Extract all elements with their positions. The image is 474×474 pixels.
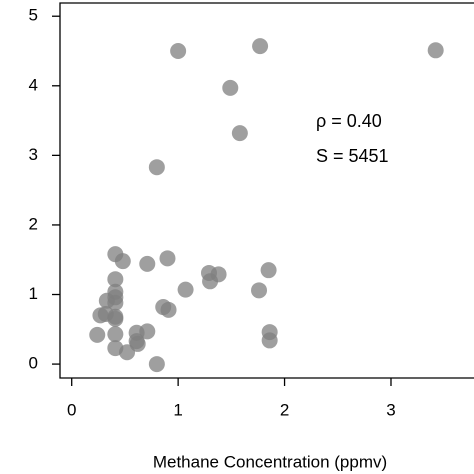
point [148,159,165,176]
plot-frame [59,2,474,379]
point [107,294,124,311]
point [260,262,277,279]
x-tick-label: 2 [280,400,289,419]
point [107,271,124,288]
y-tick-label: 5 [29,6,38,25]
point [139,255,156,272]
point [427,42,444,59]
y-tick-label: 2 [29,214,38,233]
annotation: S = 5451 [316,146,389,166]
point [177,281,194,298]
point [170,43,187,60]
x-tick-label: 1 [173,400,182,419]
point [252,38,269,55]
point [159,250,176,267]
point [107,326,124,343]
point [202,273,219,290]
y-tick-label: 0 [29,354,38,373]
y-tick-label: 3 [29,145,38,164]
point [119,344,136,361]
point [231,125,248,142]
point [92,307,109,324]
point [114,253,131,270]
point [261,332,278,349]
annotation: ρ = 0.40 [316,111,382,131]
x-tick-label: 3 [386,400,395,419]
point [148,356,165,373]
point [160,301,177,318]
x-tick-label: 0 [67,400,76,419]
point [251,282,268,299]
point [89,326,106,343]
x-axis-label: Methane Concentration (ppmv) [153,452,387,471]
y-tick-label: 4 [29,75,38,94]
point [107,310,124,327]
point [222,79,239,96]
y-tick-label: 1 [29,284,38,303]
